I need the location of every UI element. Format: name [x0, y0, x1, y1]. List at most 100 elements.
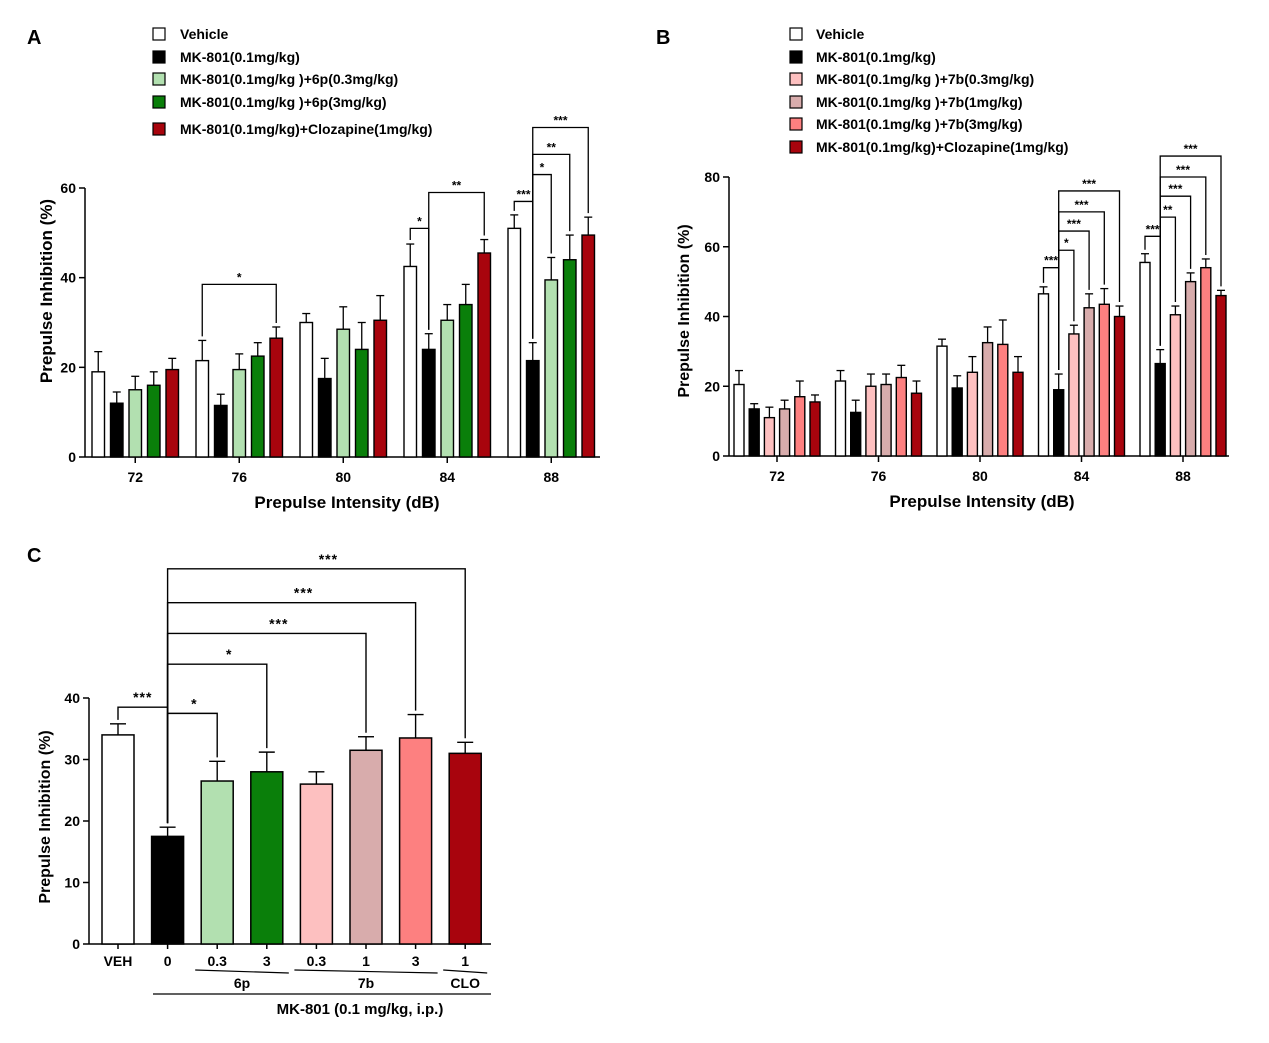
- chart-a-bar-s3-c1: [250, 355, 265, 458]
- chart-b-bar-s0-c3: [1037, 293, 1050, 457]
- chart-a-x-tick-label-0: 72: [127, 469, 143, 485]
- panel-label-b: B: [656, 27, 670, 49]
- chart-a-bar-s4-c0: [165, 368, 180, 458]
- chart-c-sig-bracket-5: [166, 568, 466, 824]
- chart-c-bar-3: [250, 771, 284, 945]
- panel-label-c: C: [27, 545, 41, 567]
- chart-b-bar-s3-c3: [1083, 307, 1095, 457]
- chart-c-group-label-0: 6p: [234, 975, 250, 991]
- chart-c-group-line-0: [195, 969, 289, 974]
- chart-b-bar-s3-c2: [981, 341, 994, 457]
- chart-b-x-title: Prepulse Intensity (dB): [889, 492, 1074, 511]
- chart-b-bar-s2-c1: [865, 385, 877, 457]
- legend-b-entry-2: MK-801(0.1mg/kg )+7b(0.3mg/kg): [816, 71, 1034, 87]
- chart-a-sig-stars-5: **: [547, 140, 557, 154]
- legend-a-entry-4: MK-801(0.1mg/kg)+Clozapine(1mg/kg): [180, 121, 432, 137]
- chart-a-bar-s3-c4: [562, 259, 577, 458]
- chart-a-y-title: Prepulse Inhibition (%): [37, 199, 56, 383]
- chart-c-group-line-1: [294, 969, 438, 974]
- legend-a-swatch-0: [152, 27, 166, 41]
- chart-c-x-tick-label-0: VEH: [104, 953, 133, 969]
- chart-b-bar-s2-c3: [1068, 333, 1080, 457]
- chart-a-sig-stars-2: **: [452, 178, 462, 192]
- legend-a-entry-2: MK-801(0.1mg/kg )+6p(0.3mg/kg): [180, 71, 398, 87]
- chart-c-y-tick-label-0: 0: [72, 936, 80, 952]
- chart-a-sig-stars-0: *: [237, 270, 242, 284]
- chart-c-y-tick-label-2: 20: [64, 813, 80, 829]
- chart-b-sig-stars-5: ***: [1146, 222, 1160, 236]
- chart-a-x-tick-label-1: 76: [231, 469, 247, 485]
- chart-b-bar-s1-c0: [748, 408, 760, 457]
- chart-b-sig-stars-2: ***: [1067, 217, 1081, 231]
- chart-b-y-tick-label-0: 0: [712, 448, 720, 464]
- chart-c-group-label-2: CLO: [450, 975, 480, 991]
- chart-a-bar-s1-c1: [213, 404, 228, 458]
- chart-c-bar-5: [349, 749, 383, 945]
- chart-b-bar-s2-c2: [966, 371, 979, 457]
- chart-a-x-tick-label-4: 88: [543, 469, 559, 485]
- legend-b-entry-3: MK-801(0.1mg/kg )+7b(1mg/kg): [816, 94, 1023, 110]
- chart-a-sig-bracket-6: [532, 126, 589, 339]
- chart-a-y-tick-label-3: 60: [60, 180, 76, 196]
- chart-a-sig-stars-4: *: [540, 161, 545, 175]
- chart-b-bar-s5-c4: [1215, 294, 1227, 457]
- chart-b-sig-bracket-9: [1159, 155, 1222, 346]
- chart-b-bar-s2-c0: [763, 416, 776, 457]
- chart-c-y-title: Prepulse Inhibition (%): [37, 730, 54, 903]
- legend-a-entry-1: MK-801(0.1mg/kg): [180, 49, 300, 65]
- chart-b-y-tick-label-3: 60: [704, 239, 720, 255]
- chart-a-sig-stars-6: ***: [553, 113, 567, 127]
- chart-c-y-tick-label-4: 40: [64, 690, 80, 706]
- chart-a-x-tick-label-2: 80: [335, 469, 351, 485]
- chart-a-bar-s1-c3: [421, 348, 436, 458]
- chart-a-y-tick-label-1: 20: [60, 359, 76, 375]
- chart-a-sig-stars-1: *: [417, 214, 422, 228]
- chart-a-bar-s1-c2: [317, 377, 332, 458]
- chart-a-y-tick-label-0: 0: [68, 449, 76, 465]
- chart-c-sig-stars-2: *: [226, 646, 232, 662]
- chart-b-sig-stars-8: ***: [1176, 163, 1190, 177]
- chart-c-bar-4: [299, 783, 334, 945]
- chart-a-bar-s4-c1: [269, 337, 284, 458]
- panel-label-a: A: [27, 27, 41, 49]
- chart-a-bar-s2-c2: [336, 328, 351, 458]
- chart-a-bar-s1-c0: [109, 402, 124, 458]
- chart-b-bar-s3-c1: [880, 383, 892, 457]
- legend-a-swatch-2: [152, 72, 166, 86]
- chart-b-bar-s4-c2: [997, 343, 1009, 457]
- chart-c-bar-2: [200, 780, 234, 945]
- chart-b-bar-s1-c3: [1052, 389, 1065, 457]
- legend-b-entry-5: MK-801(0.1mg/kg)+Clozapine(1mg/kg): [816, 139, 1068, 155]
- chart-b-bar-s4-c1: [895, 376, 907, 457]
- chart-b-bar-s0-c2: [936, 345, 948, 457]
- chart-b-x-tick-label-0: 72: [769, 468, 785, 484]
- legend-b-swatch-3: [789, 95, 803, 109]
- chart-c-x-tick-label-6: 3: [412, 953, 420, 969]
- chart-c-x-tick-label-4: 0.3: [307, 953, 327, 969]
- chart-a-bar-s3-c0: [146, 384, 161, 458]
- chart-b-sig-bracket-4: [1058, 190, 1121, 371]
- chart-b-bar-s1-c4: [1154, 362, 1166, 457]
- chart-a-x-title: Prepulse Intensity (dB): [254, 493, 439, 512]
- chart-b-bar-s0-c4: [1139, 261, 1151, 457]
- chart-c-bar-7: [448, 752, 482, 945]
- chart-c-sig-stars-0: ***: [133, 689, 152, 705]
- chart-b-bar-s0-c1: [834, 380, 847, 457]
- chart-c-y-tick-label-1: 10: [64, 875, 80, 891]
- chart-b-bar-s5-c3: [1113, 315, 1126, 457]
- chart-a-bar-s1-c4: [525, 359, 540, 458]
- legend-b: Vehicle MK-801(0.1mg/kg) MK-801(0.1mg/kg…: [789, 26, 1068, 155]
- chart-c-sig-stars-1: *: [191, 695, 197, 711]
- chart-c-x-tick-label-3: 3: [263, 953, 271, 969]
- chart-a-bar-s3-c3: [458, 303, 473, 458]
- chart-b-x-tick-label-1: 76: [871, 468, 887, 484]
- legend-b-swatch-2: [789, 72, 803, 86]
- chart-b-sig-stars-3: ***: [1074, 198, 1088, 212]
- chart-b-bar-s1-c2: [951, 387, 963, 457]
- chart-a-bar-s3-c2: [354, 348, 369, 458]
- chart-b-y-tick-label-4: 80: [704, 169, 720, 185]
- chart-b-x-tick-label-3: 84: [1074, 468, 1090, 484]
